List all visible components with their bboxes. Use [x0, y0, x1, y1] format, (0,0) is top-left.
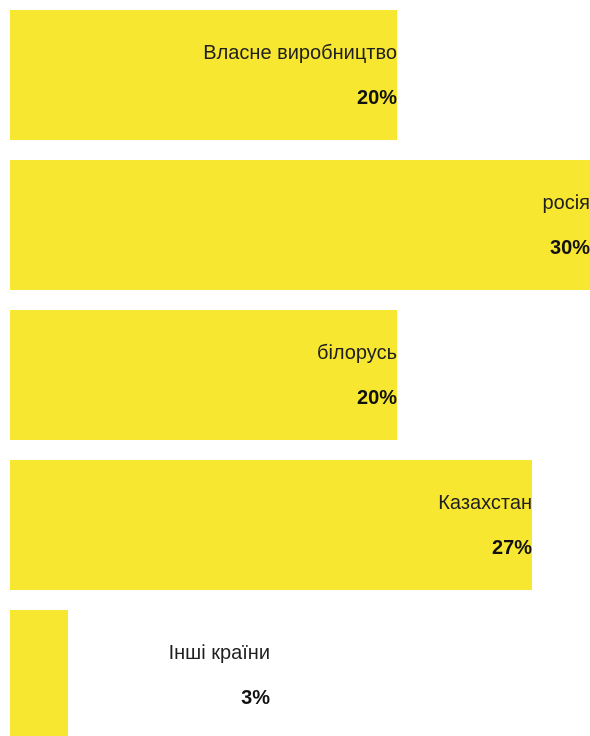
bar	[10, 610, 68, 736]
bar	[10, 310, 397, 440]
bar	[10, 10, 397, 140]
bar-row: Інші країни 3%	[10, 610, 270, 736]
bar-category-label: Інші країни	[168, 642, 270, 664]
bar	[10, 160, 590, 290]
bar-value-label: 27%	[491, 537, 532, 559]
bar-row: Казахстан 27%	[10, 460, 532, 590]
bar-row: Власне виробництво 20%	[10, 10, 397, 140]
bar-category-label: росія	[542, 192, 590, 214]
bar-value-label: 30%	[549, 237, 590, 259]
bar-row: росія 30%	[10, 160, 590, 290]
bar-value-label: 20%	[356, 387, 397, 409]
bar-category-label: Казахстан	[438, 492, 532, 514]
bar-value-label: 20%	[356, 87, 397, 109]
bar-category-label: Власне виробництво	[203, 42, 397, 64]
bar-category-label: білорусь	[316, 342, 397, 364]
bar-value-label: 3%	[241, 687, 270, 709]
bar-row: білорусь 20%	[10, 310, 397, 440]
bar	[10, 460, 532, 590]
